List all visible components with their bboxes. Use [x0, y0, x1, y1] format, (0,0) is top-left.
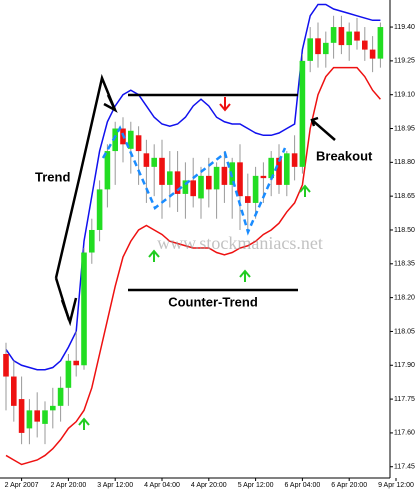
candle-body — [362, 40, 368, 50]
candle-body — [182, 180, 189, 194]
candle-body — [151, 157, 157, 167]
candle-body — [252, 175, 259, 203]
candle-body — [245, 196, 251, 203]
candle-body — [112, 128, 118, 152]
x-tick-label: 6 Apr 20:00 — [331, 482, 367, 489]
trend-label: Trend — [35, 169, 70, 184]
candle-body — [128, 130, 134, 149]
x-tick-label: 5 Apr 12:00 — [238, 482, 274, 489]
x-tick-label: 2 Apr 2007 — [5, 482, 39, 489]
candle-body — [338, 27, 345, 46]
signal-arrows — [78, 97, 311, 430]
candle-body — [26, 410, 33, 429]
candle-body — [174, 171, 181, 194]
candle-body — [3, 353, 9, 377]
candle-body — [237, 162, 243, 197]
y-tick-label: 117.45 — [394, 464, 415, 471]
candle-body — [198, 175, 204, 199]
candle-body — [276, 157, 282, 185]
candle-body — [135, 135, 142, 152]
candle-body — [42, 410, 48, 424]
arrow-head — [103, 94, 118, 113]
candle-body — [104, 151, 111, 190]
candle-body — [65, 360, 72, 388]
candle-body — [50, 405, 56, 411]
candle-body — [299, 60, 306, 167]
x-tick-label: 9 Apr 12:00 — [378, 482, 414, 489]
counter-trend-label: Counter-Trend — [168, 294, 258, 309]
y-tick-label: 117.75 — [394, 396, 415, 403]
candle-body — [354, 31, 360, 41]
arrow-head — [310, 116, 319, 127]
trend-arrow — [54, 73, 117, 279]
candle-body — [11, 376, 17, 406]
candle-body — [268, 157, 274, 179]
y-tick-label: 118.05 — [394, 328, 415, 335]
y-tick-label: 118.65 — [394, 193, 415, 200]
breakout-label: Breakout — [316, 148, 373, 163]
candle-body — [159, 157, 165, 185]
y-tick-label: 118.80 — [394, 159, 415, 166]
candle-body — [81, 252, 87, 366]
annotations — [54, 73, 336, 430]
candle-body — [34, 410, 40, 422]
candle-body — [346, 31, 352, 46]
candle-body — [89, 229, 95, 253]
x-tick-label: 4 Apr 04:00 — [144, 482, 180, 489]
y-tick-label: 117.60 — [394, 430, 415, 437]
x-tick-label: 2 Apr 20:00 — [50, 482, 86, 489]
y-tick-label: 118.95 — [394, 125, 415, 132]
candle-body — [206, 175, 212, 190]
candle-body — [190, 180, 196, 197]
y-tick-label: 119.10 — [394, 92, 415, 99]
y-tick-label: 118.20 — [394, 294, 415, 301]
candle-body — [221, 166, 228, 185]
band-line — [5, 66, 381, 466]
x-tick-label: 3 Apr 12:00 — [97, 482, 133, 489]
x-tick-label: 4 Apr 20:00 — [191, 482, 227, 489]
candle-body — [307, 38, 313, 61]
candle-body — [284, 153, 290, 185]
candle-body — [57, 387, 64, 406]
candle-body — [143, 153, 150, 167]
candle-body — [291, 153, 298, 167]
candle-body — [315, 38, 321, 55]
candle-body — [369, 49, 376, 59]
breakout-arrow — [311, 119, 336, 141]
candle-body — [260, 175, 267, 179]
candle-body — [18, 399, 25, 433]
trend-arrow — [54, 277, 71, 321]
watermark: www.stockmaniacs.net — [157, 233, 323, 253]
candle-body — [96, 189, 103, 230]
candle-body — [323, 42, 329, 55]
y-tick-label: 118.35 — [394, 261, 415, 268]
y-tick-label: 119.25 — [394, 58, 415, 65]
candle-body — [330, 27, 337, 43]
candle-body — [213, 166, 220, 190]
y-tick-label: 118.50 — [394, 227, 415, 234]
y-tick-label: 119.40 — [394, 24, 415, 31]
y-tick-label: 117.90 — [394, 362, 415, 369]
band-line — [5, 3, 381, 371]
x-tick-label: 6 Apr 04:00 — [284, 482, 320, 489]
candle-body — [377, 27, 384, 59]
candle-body — [73, 360, 79, 366]
candle-body — [167, 171, 173, 185]
